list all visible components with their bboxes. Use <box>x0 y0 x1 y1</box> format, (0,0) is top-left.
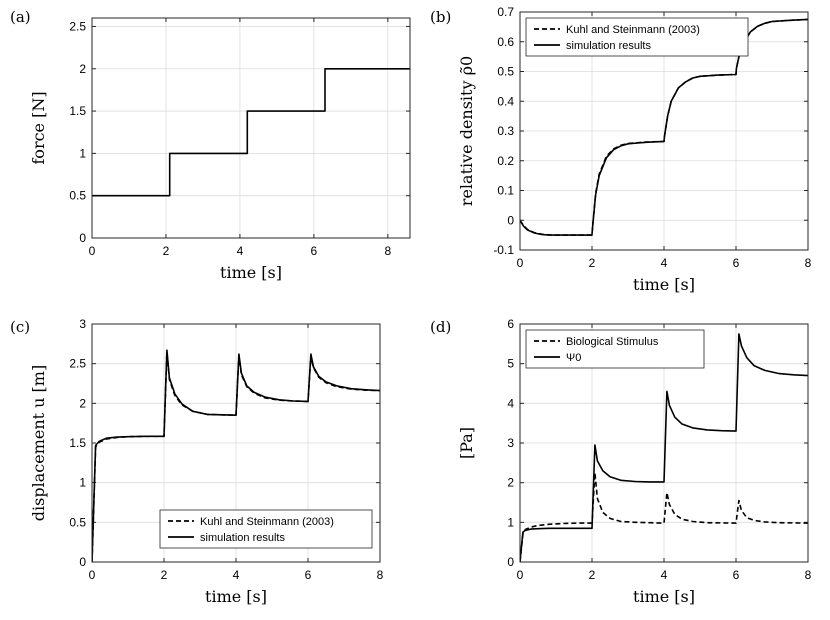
x-tick-label: 4 <box>661 568 668 582</box>
x-tick-label: 2 <box>589 568 596 582</box>
y-tick-label: 0.1 <box>497 184 514 198</box>
legend-box <box>159 509 373 549</box>
y-tick-label: 1 <box>79 146 86 160</box>
series-line-force <box>92 68 410 197</box>
y-tick-label: 2 <box>79 396 86 410</box>
y-tick-label: 0.3 <box>497 124 514 138</box>
y-tick-label: 0 <box>79 555 86 569</box>
y-tick-label: 6 <box>507 317 514 331</box>
y-tick-label: 0.4 <box>497 94 514 108</box>
panel-label: (a) <box>10 8 31 26</box>
y-tick-label: 2 <box>79 62 86 76</box>
y-axis-title: relative density ρ̃0 <box>457 56 476 206</box>
y-tick-label: -0.1 <box>493 243 514 257</box>
y-tick-label: 2.5 <box>69 357 86 371</box>
y-tick-label: 0 <box>507 213 514 227</box>
y-tick-label: 0.5 <box>497 65 514 79</box>
x-tick-label: 4 <box>661 256 668 270</box>
panel-label: (d) <box>430 318 451 336</box>
y-tick-label: 0.5 <box>69 189 86 203</box>
x-tick-label: 0 <box>89 568 96 582</box>
y-tick-label: 1 <box>79 476 86 490</box>
y-tick-label: 2 <box>507 476 514 490</box>
y-tick-label: 2.5 <box>69 19 86 33</box>
y-tick-label: 3 <box>79 317 86 331</box>
y-tick-label: 5 <box>507 357 514 371</box>
x-tick-label: 8 <box>805 256 812 270</box>
legend-label-0: Ψ0 <box>566 352 581 364</box>
legend: Biological Stimulus Ψ0 <box>525 329 705 369</box>
legend-label-simulation-results: simulation results <box>200 532 285 544</box>
x-tick-label: 6 <box>733 568 740 582</box>
y-tick-label: 0 <box>507 555 514 569</box>
x-tick-label: 8 <box>384 244 391 258</box>
axes-frame <box>519 323 809 563</box>
legend-box <box>525 329 705 369</box>
y-tick-label: 0.7 <box>497 5 514 19</box>
x-axis-title: time [s] <box>633 275 695 294</box>
y-axis-title: force [N] <box>29 91 48 164</box>
chart-panel-c: (c) 0 2 4 6 8 0 0.5 1 1.5 2 2.5 3 time [s] displacemen… <box>10 317 384 606</box>
x-tick-label: 2 <box>589 256 596 270</box>
x-tick-label: 0 <box>517 568 524 582</box>
x-tick-label: 8 <box>377 568 384 582</box>
x-tick-label: 6 <box>733 256 740 270</box>
x-tick-label: 6 <box>305 568 312 582</box>
y-tick-label: 4 <box>507 396 514 410</box>
x-axis-title: time [s] <box>220 263 282 282</box>
x-tick-label: 0 <box>517 256 524 270</box>
legend: Kuhl and Steinmann (2003) simulation resu… <box>525 17 749 57</box>
x-tick-label: 4 <box>233 568 240 582</box>
axes-frame <box>519 11 809 251</box>
legend-label-kuhl-and-steinmann-2003: Kuhl and Steinmann (2003) <box>200 516 334 528</box>
legend-box <box>525 17 749 57</box>
x-tick-label: 2 <box>163 244 170 258</box>
panel-label: (c) <box>10 318 30 336</box>
y-tick-label: 1 <box>507 515 514 529</box>
y-tick-label: 0 <box>79 231 86 245</box>
y-axis-title: [Pa] <box>457 427 476 459</box>
legend: Kuhl and Steinmann (2003) simulation resu… <box>159 509 373 549</box>
x-tick-label: 6 <box>311 244 318 258</box>
panel-label: (b) <box>430 8 451 26</box>
y-tick-label: 3 <box>507 436 514 450</box>
series-line-0 <box>520 333 808 562</box>
y-tick-label: 0.5 <box>69 515 86 529</box>
axes-frame <box>91 323 381 563</box>
y-tick-label: 0.2 <box>497 154 514 168</box>
series-line-simulation-results <box>92 349 380 562</box>
x-axis-title: time [s] <box>205 587 267 606</box>
x-axis-title: time [s] <box>633 587 695 606</box>
chart-panel-d: (d) 0 2 4 6 8 0 1 2 3 4 5 6 time [s] [Pa] Biological St… <box>430 317 812 606</box>
y-tick-label: 1.5 <box>69 436 86 450</box>
legend-label-biological-stimulus: Biological Stimulus <box>566 336 659 348</box>
x-tick-label: 0 <box>89 244 96 258</box>
y-tick-label: 0.6 <box>497 35 514 49</box>
x-tick-label: 4 <box>237 244 244 258</box>
y-axis-title: displacement u [m] <box>29 365 48 521</box>
axes-frame <box>91 17 411 239</box>
series-line-biological-stimulus <box>520 471 808 562</box>
legend-label-kuhl-and-steinmann-2003: Kuhl and Steinmann (2003) <box>566 24 700 36</box>
y-tick-label: 1.5 <box>69 104 86 118</box>
legend-label-simulation-results: simulation results <box>566 40 651 52</box>
chart-panel-a: (a) 0 2 4 6 8 0 0.5 1 1.5 2 2.5 time [s] force [N] <box>10 8 411 282</box>
x-tick-label: 2 <box>161 568 168 582</box>
x-tick-label: 8 <box>805 568 812 582</box>
